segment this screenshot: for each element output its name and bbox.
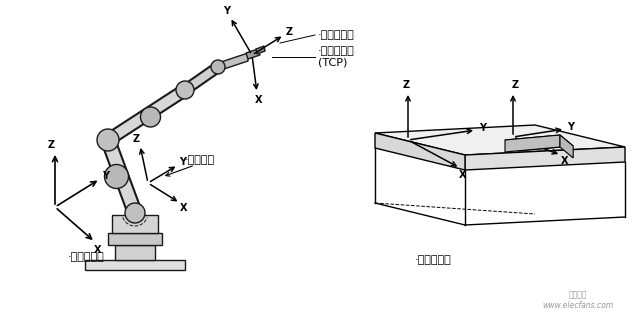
Polygon shape [256, 46, 265, 54]
Polygon shape [85, 260, 185, 270]
Polygon shape [105, 85, 188, 145]
Polygon shape [112, 215, 158, 233]
Circle shape [104, 164, 129, 188]
Polygon shape [182, 63, 221, 94]
Text: Y: Y [568, 122, 575, 132]
Circle shape [176, 81, 194, 99]
Text: Z: Z [511, 80, 518, 90]
Text: Y: Y [223, 6, 230, 16]
Polygon shape [505, 135, 560, 152]
Polygon shape [108, 233, 162, 245]
Text: Z: Z [403, 80, 410, 90]
Text: X: X [460, 170, 467, 180]
Text: ·工具坐标系: ·工具坐标系 [318, 30, 355, 40]
Polygon shape [101, 137, 141, 215]
Text: 电子发玉: 电子发玉 [569, 291, 588, 300]
Text: X: X [180, 203, 188, 213]
Polygon shape [375, 133, 465, 170]
Text: www.elecfans.com: www.elecfans.com [542, 301, 614, 309]
Polygon shape [505, 135, 573, 151]
Text: X: X [255, 95, 263, 105]
Polygon shape [465, 147, 625, 170]
Text: Z: Z [285, 27, 292, 37]
Polygon shape [115, 245, 155, 260]
Text: ·工件坐标系: ·工件坐标系 [415, 255, 452, 265]
Text: Z: Z [47, 140, 54, 150]
Polygon shape [375, 125, 625, 155]
Circle shape [141, 107, 161, 127]
Circle shape [211, 60, 225, 74]
Polygon shape [560, 135, 573, 158]
Circle shape [125, 203, 145, 223]
Text: Y: Y [102, 171, 109, 181]
Text: X: X [94, 245, 102, 255]
Polygon shape [246, 49, 260, 59]
Text: ·大地坐标系: ·大地坐标系 [68, 252, 105, 262]
Text: Z: Z [132, 134, 140, 144]
Text: Y: Y [479, 123, 486, 133]
Polygon shape [218, 53, 248, 71]
Text: ·基坐标系: ·基坐标系 [185, 155, 215, 165]
Text: ·工具中心点
(TCP): ·工具中心点 (TCP) [318, 46, 355, 68]
Text: Y: Y [179, 157, 186, 167]
Circle shape [97, 129, 119, 151]
Text: X: X [561, 156, 569, 166]
